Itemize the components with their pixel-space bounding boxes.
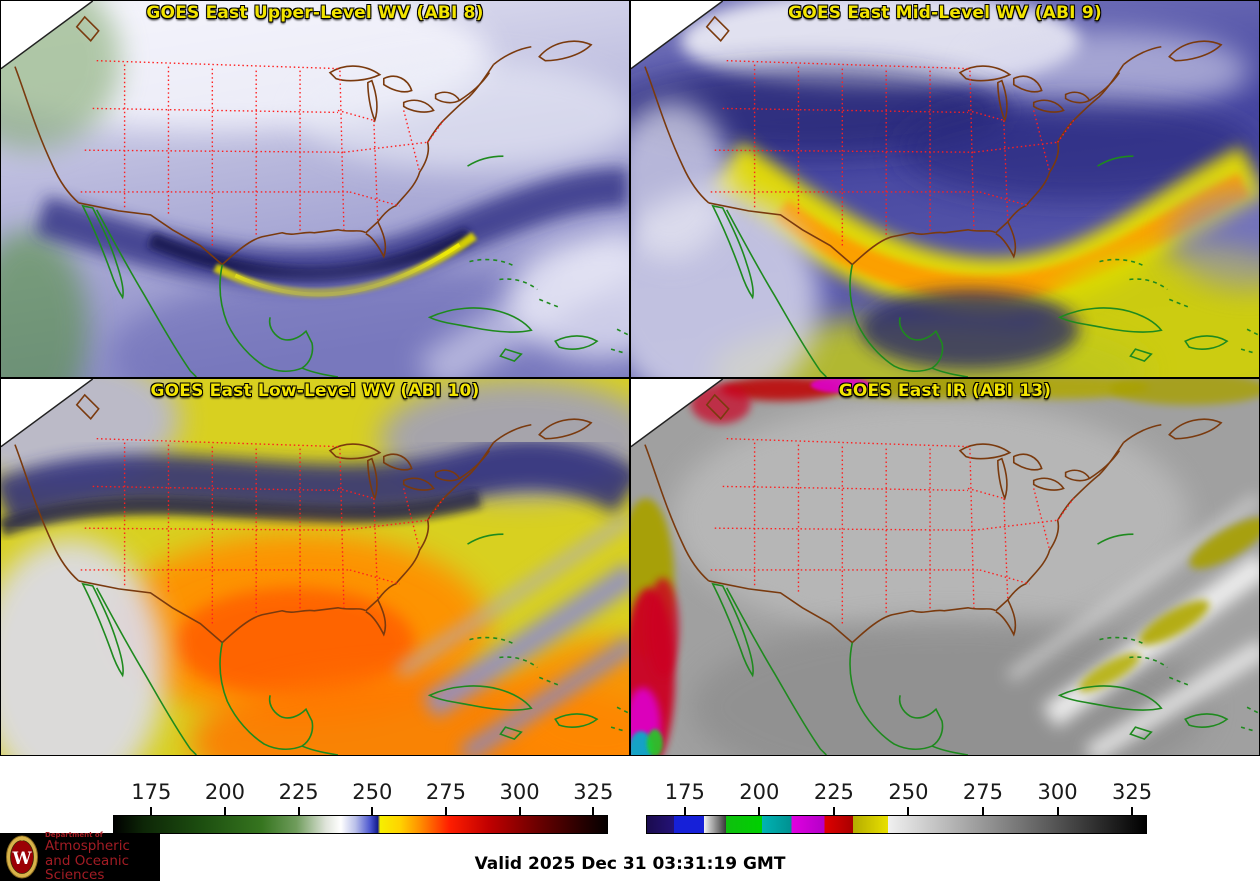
panel-mid-level-wv-abi9: GOES East Mid-Level WV (ABI 9) [630,0,1260,378]
satellite-image-abi13 [631,379,1259,755]
crest-letter: W [11,849,32,869]
logo-dept-line: Department of [45,831,103,840]
colorbar-tick-mark [444,807,447,815]
colorbar-tick-mark [907,807,910,815]
logo-text: Department of Atmospheric and Oceanic Sc… [45,831,160,881]
colorbar-ticks-left: 175 200 225 250 275 300 325 [113,780,613,815]
colorbar-tick-mark [1131,807,1134,815]
colorbar-tick-mark [223,807,226,815]
panel-low-level-wv-abi10: GOES East Low-Level WV (ABI 10) [0,378,630,756]
colorbar-tick-mark [297,807,300,815]
colorbar-tick-label: 300 [499,780,540,804]
colorbar-tick-label: 250 [352,780,393,804]
colorbar-tick-label: 225 [813,780,854,804]
satellite-panel-grid: GOES East Upper-Level WV (ABI 8) GOES Ea… [0,0,1260,756]
panel-ir-abi13: GOES East IR (ABI 13) [630,378,1260,756]
colorbar-ir [646,815,1147,834]
panel-title-abi8: GOES East Upper-Level WV (ABI 8) [146,3,484,23]
panel-title-abi13: GOES East IR (ABI 13) [838,381,1052,401]
colorbar-tick-label: 275 [425,780,466,804]
colorbar-tick-mark [1056,807,1059,815]
panel-title-abi9: GOES East Mid-Level WV (ABI 9) [788,3,1102,23]
valid-time-label: Valid 2025 Dec 31 03:31:19 GMT [474,854,786,874]
logo-line-2: and Oceanic Sciences [45,852,130,881]
satellite-image-abi9 [631,1,1259,377]
colorbar-tick-label: 300 [1037,780,1078,804]
footer-area: 175 200 225 250 275 300 325 175 200 225 250 275 300… [0,756,1260,881]
colorbar-tick-label: 200 [204,780,245,804]
aos-logo: W Department of Atmospheric and Oceanic … [0,831,160,881]
colorbar-tick-mark [150,807,153,815]
colorbar-wv [113,815,608,834]
colorbar-tick-label: 175 [131,780,172,804]
colorbar-tick-label: 225 [278,780,319,804]
colorbar-tick-mark [683,807,686,815]
logo-line-1: Atmospheric [45,838,130,855]
colorbar-tick-label: 200 [739,780,780,804]
colorbar-tick-mark [592,807,595,815]
colorbar-tick-label: 250 [888,780,929,804]
satellite-image-abi8 [1,1,629,377]
colorbar-tick-mark [832,807,835,815]
colorbar-tick-mark [758,807,761,815]
uw-crest-icon: W [6,835,38,879]
colorbar-tick-mark [518,807,521,815]
colorbar-tick-label: 175 [664,780,705,804]
colorbar-tick-label: 325 [573,780,614,804]
panel-title-abi10: GOES East Low-Level WV (ABI 10) [150,381,480,401]
colorbar-tick-mark [981,807,984,815]
colorbar-tick-label: 325 [1112,780,1153,804]
colorbar-tick-mark [371,807,374,815]
colorbar-tick-label: 275 [962,780,1004,804]
satellite-image-abi10 [1,379,629,755]
panel-upper-level-wv-abi8: GOES East Upper-Level WV (ABI 8) [0,0,630,378]
colorbar-ticks-right: 175 200 225 250 275 300 325 [646,780,1152,815]
